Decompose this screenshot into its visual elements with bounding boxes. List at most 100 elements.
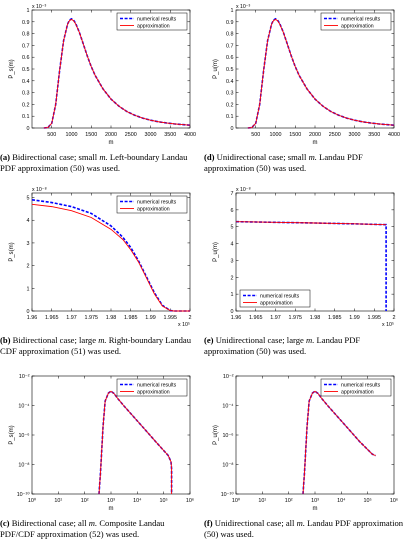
legend-label: approximation bbox=[137, 207, 170, 213]
caption-text: Unidirectional case; small bbox=[217, 152, 307, 162]
y-tick-label: 10⁻² bbox=[19, 374, 30, 380]
legend-label: approximation bbox=[137, 390, 170, 396]
x-tick-label: 1.98 bbox=[310, 315, 321, 321]
legend-label: numerical results bbox=[137, 200, 177, 206]
x-tick-label: 1.99 bbox=[349, 315, 360, 321]
y-axis-label: P_s(m) bbox=[9, 242, 15, 261]
x-tick-label: 3000 bbox=[349, 132, 361, 138]
caption-a: (a) Bidirectional case; small m. Left-bo… bbox=[0, 152, 200, 173]
legend-label: numerical results bbox=[137, 383, 177, 389]
y-tick-label: 0.4 bbox=[226, 79, 234, 85]
y-axis-label: P_u(m) bbox=[213, 59, 219, 79]
panel-a: 500 1000 1500 2000 2500 3000 3500 4000 0 0.1 0.2 0.… bbox=[0, 0, 200, 183]
caption-letter: (b) bbox=[0, 335, 11, 345]
x-tick-label: 10⁰ bbox=[28, 498, 36, 504]
y-tick-label: 1 bbox=[231, 292, 234, 298]
x-tick-label: 1.975 bbox=[289, 315, 303, 321]
caption-letter: (d) bbox=[204, 152, 215, 162]
y-exponent-label: x 10⁻⁸ bbox=[236, 187, 251, 193]
x-tick-label: 2000 bbox=[309, 132, 321, 138]
x-tick-label: 10⁴ bbox=[133, 498, 142, 504]
y-tick-label: 0.6 bbox=[22, 55, 30, 61]
y-tick-label: 4 bbox=[27, 218, 30, 224]
x-tick-label: 2500 bbox=[329, 132, 341, 138]
chart-c: 10⁰ 10¹ 10² 10³ 10⁴ 10⁵ 10⁶ 10⁻¹⁰ 10⁻⁸ 10⁻⁶ 10⁻⁴ 10… bbox=[0, 366, 200, 516]
chart-e: 1.96 1.965 1.97 1.975 1.98 1.985 1.99 1.995 2012… bbox=[204, 183, 404, 333]
y-tick-label: 0.1 bbox=[22, 114, 30, 120]
y-tick-label: 0.7 bbox=[226, 43, 234, 49]
panel-e: 1.96 1.965 1.97 1.975 1.98 1.985 1.99 1.995 2 0 1 2… bbox=[204, 183, 404, 366]
x-tick-label: 1.975 bbox=[85, 315, 99, 321]
y-tick-label: 1 bbox=[231, 8, 234, 14]
y-tick-label: 6 bbox=[231, 208, 234, 214]
y-tick-label: 0.3 bbox=[22, 91, 30, 97]
legend-label: approximation bbox=[341, 24, 374, 30]
y-tick-label: 7 bbox=[231, 191, 234, 197]
caption-letter: (a) bbox=[0, 152, 10, 162]
x-tick-label: 10² bbox=[81, 498, 89, 504]
caption-text: Unidirectional case; large bbox=[216, 335, 304, 345]
x-tick-label: 1000 bbox=[66, 132, 78, 138]
y-tick-label: 0.4 bbox=[22, 79, 30, 85]
y-tick-label: 2 bbox=[27, 264, 30, 270]
x-exponent-label: x 10⁵ bbox=[382, 322, 394, 328]
y-tick-label: 0.2 bbox=[226, 102, 234, 108]
x-tick-label: 10¹ bbox=[54, 498, 62, 504]
y-tick-label: 10⁻¹⁰ bbox=[221, 492, 234, 498]
x-tick-label: 10¹ bbox=[258, 498, 266, 504]
x-tick-label: 2 bbox=[189, 315, 192, 321]
y-tick-label: 1 bbox=[27, 286, 30, 292]
x-tick-label: 1.965 bbox=[249, 315, 263, 321]
caption-letter: (c) bbox=[0, 518, 10, 528]
x-axis-label: m bbox=[109, 140, 114, 146]
chart-b: 1.96 1.965 1.97 1.975 1.98 1.985 1.99 1.995 2012… bbox=[0, 183, 200, 333]
x-tick-label: 1.96 bbox=[27, 315, 38, 321]
legend-label: approximation bbox=[137, 24, 170, 30]
x-tick-label: 10² bbox=[285, 498, 293, 504]
y-axis-label: P_s(m) bbox=[9, 425, 15, 444]
y-tick-label: 0.5 bbox=[226, 67, 234, 73]
x-tick-label: 1000 bbox=[270, 132, 282, 138]
y-tick-label: 0.9 bbox=[22, 20, 30, 26]
x-tick-label: 1.995 bbox=[164, 315, 178, 321]
y-axis-label: P_s(m) bbox=[9, 59, 15, 78]
legend-label: approximation bbox=[341, 390, 374, 396]
x-tick-label: 1.965 bbox=[45, 315, 59, 321]
y-tick-label: 5 bbox=[231, 225, 234, 231]
y-tick-label: 0.1 bbox=[226, 114, 234, 120]
y-tick-label: 0.3 bbox=[226, 91, 234, 97]
x-tick-label: 1500 bbox=[85, 132, 97, 138]
x-tick-label: 500 bbox=[47, 132, 56, 138]
x-tick-label: 1.99 bbox=[145, 315, 156, 321]
x-tick-label: 4000 bbox=[388, 132, 400, 138]
x-tick-label: 1.96 bbox=[231, 315, 242, 321]
y-tick-label: 0.7 bbox=[22, 43, 30, 49]
caption-letter: (e) bbox=[204, 335, 214, 345]
y-tick-label: 0 bbox=[231, 126, 234, 132]
y-tick-label: 4 bbox=[231, 242, 234, 248]
caption-var: m. bbox=[98, 335, 106, 345]
caption-text: Unidirectional case; all bbox=[215, 518, 295, 528]
y-tick-label: 3 bbox=[27, 241, 30, 247]
y-tick-label: 10⁻⁴ bbox=[222, 404, 234, 410]
y-tick-label: 0.5 bbox=[22, 67, 30, 73]
panel-b: 1.96 1.965 1.97 1.975 1.98 1.985 1.99 1.995 2 0 1 2… bbox=[0, 183, 200, 366]
y-tick-label: 5 bbox=[27, 196, 30, 202]
x-tick-label: 2000 bbox=[105, 132, 117, 138]
x-tick-label: 10⁶ bbox=[186, 498, 194, 504]
y-tick-label: 10⁻⁸ bbox=[18, 463, 29, 469]
chart-f: 10⁰ 10¹ 10² 10³ 10⁴ 10⁵ 10⁶ 10⁻¹⁰ 10⁻⁸ 10⁻⁶ 10⁻⁴ 10… bbox=[204, 366, 404, 516]
panel-c: 10⁰ 10¹ 10² 10³ 10⁴ 10⁵ 10⁶ 10⁻¹⁰ 10⁻⁸ 10⁻⁶ 10⁻⁴ 10… bbox=[0, 366, 200, 550]
chart-a: 500 1000 1500 2000 2500 3000 3500 400000.10.20.… bbox=[0, 0, 200, 150]
panel-d: 500 1000 1500 2000 2500 3000 3500 4000 0 0.1 0.2 0.… bbox=[204, 0, 404, 183]
y-tick-label: 0 bbox=[27, 126, 30, 132]
caption-d: (d) Unidirectional case; small m. Landau… bbox=[204, 152, 404, 173]
caption-e: (e) Unidirectional case; large m. Landau… bbox=[204, 335, 404, 356]
panel-f: 10⁰ 10¹ 10² 10³ 10⁴ 10⁵ 10⁶ 10⁻¹⁰ 10⁻⁸ 10⁻⁶ 10⁻⁴ 10… bbox=[204, 366, 404, 550]
x-tick-label: 10⁴ bbox=[337, 498, 346, 504]
y-exponent-label: x 10⁻³ bbox=[236, 4, 251, 10]
caption-text: Bidirectional case; all bbox=[12, 518, 87, 528]
x-tick-label: 3500 bbox=[368, 132, 380, 138]
y-tick-label: 0 bbox=[231, 309, 234, 315]
x-tick-label: 1.98 bbox=[106, 315, 117, 321]
